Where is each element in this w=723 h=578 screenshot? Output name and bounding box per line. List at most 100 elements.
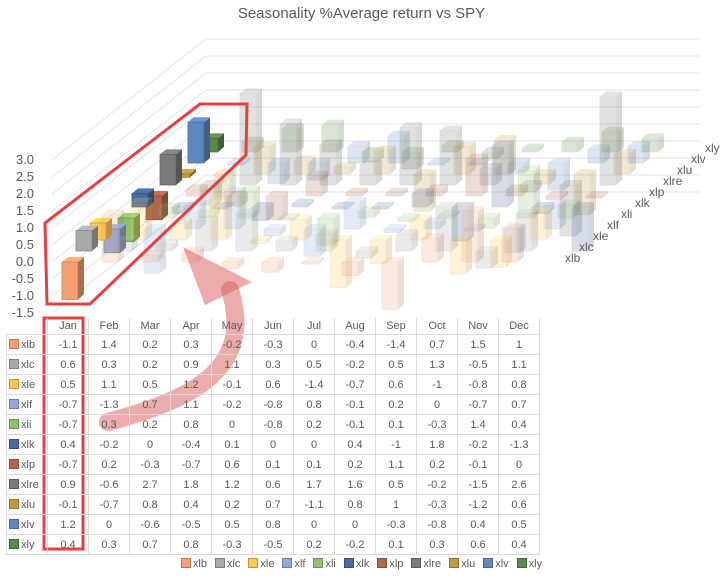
bar-side: [244, 158, 250, 165]
table-cell: 0.8: [129, 494, 171, 515]
bar-front: [141, 254, 159, 263]
bar-front: [475, 250, 493, 269]
table-cell: -0.2: [88, 434, 130, 455]
bar-front: [237, 190, 255, 219]
gridline: [51, 106, 700, 229]
y-tick-label: 0.0: [16, 254, 34, 269]
bar-xlv-May: [347, 141, 370, 164]
bar-top: [450, 235, 472, 240]
bar-top: [156, 239, 178, 245]
table-row: xlk 0.4 -0.2 0 -0.4 0.1 0 0 0.4 -1 1.8 -0.2 -1.3: [6, 434, 540, 455]
bar-top: [518, 165, 540, 171]
bar-front: [195, 220, 213, 252]
table-cell: 0.2: [129, 354, 171, 375]
bar-side: [482, 153, 488, 196]
table-cell: -0.8: [457, 374, 499, 395]
bar-xli-Apr: [237, 185, 260, 219]
bar-front: [601, 131, 619, 153]
bar-front: [209, 198, 227, 241]
bar-top: [292, 198, 314, 204]
bar-front: [505, 188, 523, 197]
bar-xlb-Jul: [301, 257, 324, 265]
table-cell: 0.1: [375, 534, 417, 555]
bar-side: [268, 202, 274, 221]
bar-side: [148, 188, 154, 207]
table-cell: 0.1: [375, 414, 417, 435]
bar-top: [342, 257, 364, 262]
bar-side: [536, 180, 542, 192]
table-cell: -1.5: [457, 474, 499, 495]
bar-xlk-Sep: [451, 202, 474, 242]
legend-swatch-icon: [282, 558, 293, 568]
bar-top: [506, 184, 528, 190]
bar-top: [544, 200, 566, 206]
bar-side: [574, 199, 580, 218]
gridline: [51, 38, 700, 161]
bar-xle-Mar: [169, 218, 192, 241]
table-cell: -0.3: [416, 414, 458, 435]
bar-front: [613, 153, 631, 175]
bar-xlv-Mar: [267, 158, 290, 184]
bar-side: [452, 201, 458, 251]
bar-side: [334, 213, 340, 246]
bar-side: [442, 184, 448, 196]
bar-xlre-May: [319, 139, 342, 186]
bar-xli-Feb: [157, 202, 180, 219]
series-axis-label: xlc: [579, 240, 594, 254]
bar-xlb-Jan: [61, 257, 84, 300]
bar-top: [464, 224, 486, 229]
bar-front: [451, 206, 469, 242]
legend-key-icon: [9, 398, 19, 409]
bar-front: [413, 173, 431, 212]
table-row: xle 0.5 1.1 0.5 1.2 -0.1 0.6 -1.4 -0.7 0.6 -1 -0.8 0…: [6, 374, 540, 395]
table-cell: -0.6: [88, 474, 130, 495]
table-cell: -0.7: [47, 414, 89, 435]
bar-front: [557, 204, 575, 219]
bar-xlf-Dec: [543, 200, 566, 230]
bar-xlb-Oct: [421, 233, 444, 263]
legend-key-icon: [9, 378, 19, 389]
bar-top: [172, 202, 194, 207]
bar-side: [440, 217, 446, 229]
table-cell: -0.8: [252, 394, 294, 415]
table-cell: 0.4: [498, 534, 540, 555]
bar-front: [211, 206, 229, 210]
legend-swatch-icon: [180, 558, 191, 568]
bar-xli-Jun: [317, 213, 340, 246]
table-cell: 0.3: [416, 534, 458, 555]
column-header: Apr: [170, 318, 212, 335]
bar-xlb-Dec: [501, 223, 524, 263]
bar-top: [412, 188, 434, 194]
table-cell: -0.8: [416, 514, 458, 535]
table-cell: -0.8: [252, 414, 294, 435]
bar-xlu-Feb: [213, 169, 236, 199]
table-cell: 0.5: [498, 514, 540, 535]
table-cell: 0.5: [47, 374, 89, 395]
table-cell: -0.5: [457, 354, 499, 375]
bar-xly-Nov: [601, 126, 624, 153]
bar-top: [254, 141, 276, 147]
bar-top: [222, 257, 244, 262]
bar-xlc-Dec: [515, 208, 538, 252]
gridline: [51, 55, 700, 178]
column-header: Feb: [88, 318, 130, 335]
bar-top: [410, 214, 432, 220]
bar-top: [62, 257, 84, 262]
y-tick-label: -1.0: [12, 288, 34, 303]
bar-top: [130, 197, 152, 203]
table-cell: 0.8: [252, 514, 294, 535]
series-name: xlp: [21, 458, 36, 471]
bar-side: [484, 158, 490, 165]
bar-front: [241, 141, 259, 153]
bar-top: [494, 135, 516, 140]
table-cell: 1.3: [416, 354, 458, 375]
table-cell: 0.6: [457, 534, 499, 555]
table-cell: -0.7: [47, 454, 89, 475]
bar-top: [374, 145, 396, 151]
table-cell: 1.2: [211, 474, 253, 495]
table-cell: 0.7: [129, 394, 171, 415]
bar-side: [256, 88, 262, 185]
bar-xlp-Jul: [385, 187, 408, 197]
bar-front: [293, 160, 311, 175]
bar-xle-Jul: [329, 235, 352, 288]
